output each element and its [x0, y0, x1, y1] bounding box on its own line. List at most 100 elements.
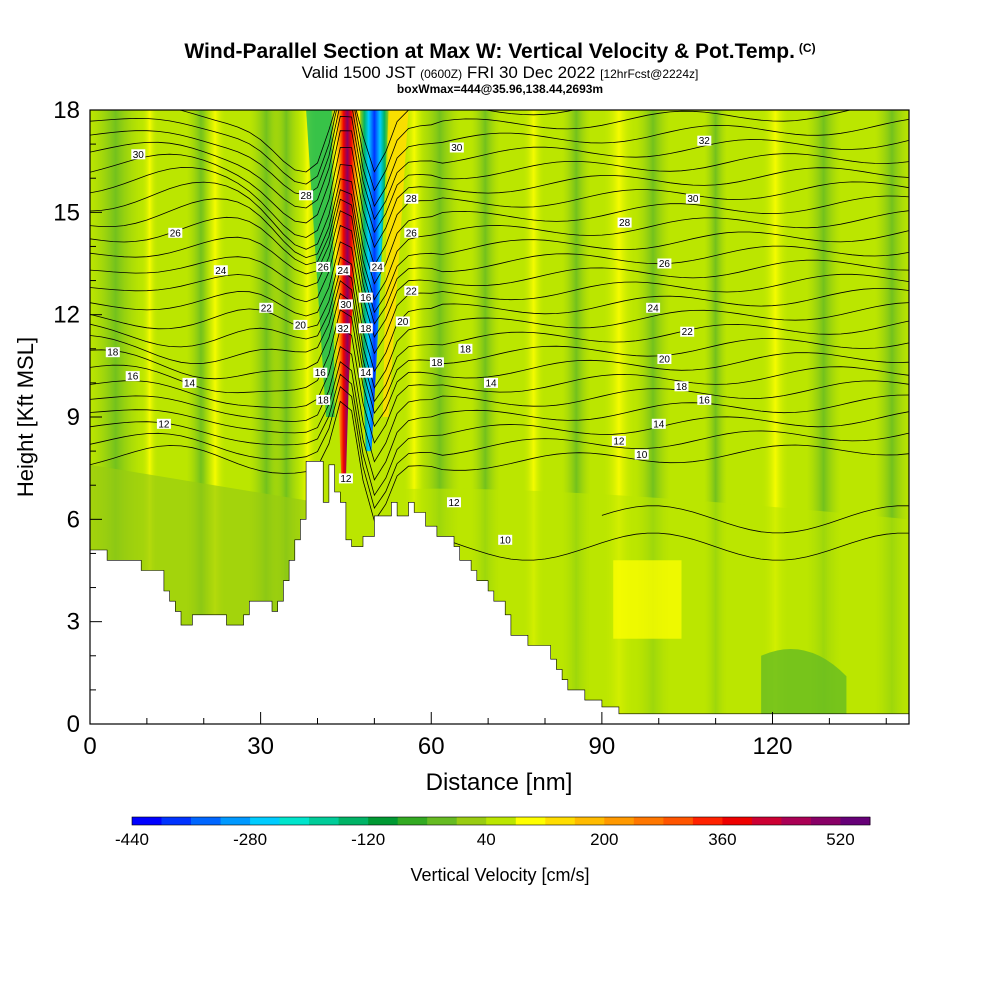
isentrope-label: 16	[313, 367, 328, 379]
svg-text:18: 18	[318, 395, 330, 406]
colorbar-tick-label: 40	[477, 830, 496, 849]
isentrope-line	[90, 224, 909, 338]
svg-text:30: 30	[687, 194, 699, 205]
svg-text:20: 20	[295, 320, 307, 331]
svg-text:20: 20	[397, 317, 409, 328]
isentrope-label: 20	[657, 354, 672, 366]
y-tick-label: 3	[67, 609, 80, 636]
colorbar-swatch	[279, 817, 310, 825]
colorbar-label: Vertical Velocity [cm/s]	[410, 865, 589, 885]
svg-text:28: 28	[301, 191, 313, 202]
isentrope-label: 30	[449, 142, 464, 154]
colorbar-frame	[131, 816, 871, 826]
x-tick-label: 30	[247, 733, 274, 760]
isentrope-line	[90, 256, 909, 373]
y-tick-label: 12	[53, 302, 80, 329]
colorbar-swatch	[840, 817, 871, 825]
terrain-mask	[89, 461, 910, 725]
isentrope-label: 18	[674, 381, 689, 393]
svg-text:22: 22	[682, 327, 694, 338]
svg-text:30: 30	[340, 300, 352, 311]
x-tick-label: 120	[752, 733, 792, 760]
isentrope-line	[90, 400, 909, 523]
colorbar-swatch	[781, 817, 812, 825]
isentrope-label: 12	[338, 473, 353, 485]
isentrope-label: 14	[651, 418, 666, 430]
svg-text:10: 10	[636, 450, 648, 461]
isentrope-line	[90, 164, 909, 267]
isentrope-label: 28	[617, 217, 632, 229]
isentrope-line	[90, 361, 909, 481]
svg-text:12: 12	[340, 474, 352, 485]
svg-text:28: 28	[619, 218, 631, 229]
svg-text:18: 18	[460, 344, 472, 355]
isentrope-line	[90, 178, 909, 285]
isentrope-label: 24	[370, 261, 385, 273]
svg-text:18: 18	[107, 348, 119, 359]
isentrope-line	[90, 269, 909, 389]
colorbar-swatch	[722, 817, 753, 825]
svg-text:32: 32	[699, 136, 711, 147]
svg-text:22: 22	[261, 303, 273, 314]
svg-text:28: 28	[406, 194, 418, 205]
svg-text:12: 12	[158, 419, 170, 430]
isentrope-line	[90, 210, 909, 325]
isentrope-line	[90, 241, 909, 355]
isentrope-label: 28	[404, 193, 419, 205]
isentrope-label: 22	[259, 302, 274, 314]
svg-text:16: 16	[315, 368, 327, 379]
isentrope-label: 32	[697, 135, 712, 147]
colorbar-tick-label: 200	[590, 830, 618, 849]
isentrope-label: 12	[611, 435, 626, 447]
colorbar-swatch	[486, 817, 517, 825]
isentrope-label: 20	[293, 319, 308, 331]
isentrope-label: 22	[404, 285, 419, 297]
isentrope-label: 20	[395, 316, 410, 328]
colorbar-swatch	[191, 817, 221, 825]
y-axis-label: Height [Kft MSL]	[13, 337, 38, 497]
colorbar-swatch	[427, 817, 458, 825]
colorbar-swatch	[751, 817, 782, 825]
isentrope-label: 18	[458, 343, 473, 355]
isentrope-label: 26	[404, 227, 419, 239]
svg-text:14: 14	[360, 368, 372, 379]
svg-text:14: 14	[485, 378, 497, 389]
colorbar-tick-label: 360	[708, 830, 736, 849]
colorbar-swatch	[663, 817, 694, 825]
isentrope-label: 18	[105, 347, 120, 359]
isentrope-line	[601, 505, 909, 534]
svg-text:26: 26	[170, 228, 182, 239]
copyright-mark: (C)	[798, 41, 816, 55]
svg-text:18: 18	[360, 324, 372, 335]
svg-text:12: 12	[448, 498, 460, 509]
isentrope-line	[90, 292, 909, 415]
svg-text:22: 22	[406, 286, 418, 297]
colorbar-tick-label: -280	[233, 830, 267, 849]
isentrope-labels: 30 28 26 24 22 20 18 16 14 12 26 24 30 32 24 16 18 16 18 14…	[105, 135, 712, 546]
title-block: Wind-Parallel Section at Max W: Vertical…	[0, 36, 1000, 95]
svg-text:24: 24	[372, 262, 384, 273]
svg-text:16: 16	[699, 395, 711, 406]
valid-time: Valid 1500 JST (0600Z) FRI 30 Dec 2022 […	[301, 63, 699, 82]
isentrope-line	[90, 130, 909, 234]
box-info: boxWmax=444@35.96,138.44,2693m	[396, 82, 604, 96]
colorbar-swatch	[220, 817, 251, 825]
y-tick-label: 6	[67, 506, 80, 533]
isentrope-line	[90, 280, 909, 403]
isentrope-label: 12	[447, 497, 461, 509]
colorbar-swatch	[368, 817, 399, 825]
svg-text:16: 16	[360, 293, 372, 304]
isentrope-line	[90, 373, 909, 497]
isentrope-label: 30	[338, 299, 353, 311]
y-tick-label: 9	[67, 404, 80, 431]
svg-text:26: 26	[318, 262, 330, 273]
svg-text:14: 14	[653, 419, 665, 430]
isentrope-label: 32	[336, 323, 351, 335]
svg-text:16: 16	[127, 372, 139, 383]
x-tick-label: 0	[83, 733, 96, 760]
colorbar-swatch	[574, 817, 605, 825]
x-axis: 0 30 60 90 120	[83, 712, 887, 760]
svg-text:18: 18	[431, 358, 443, 369]
colorbar-swatch	[161, 817, 192, 825]
